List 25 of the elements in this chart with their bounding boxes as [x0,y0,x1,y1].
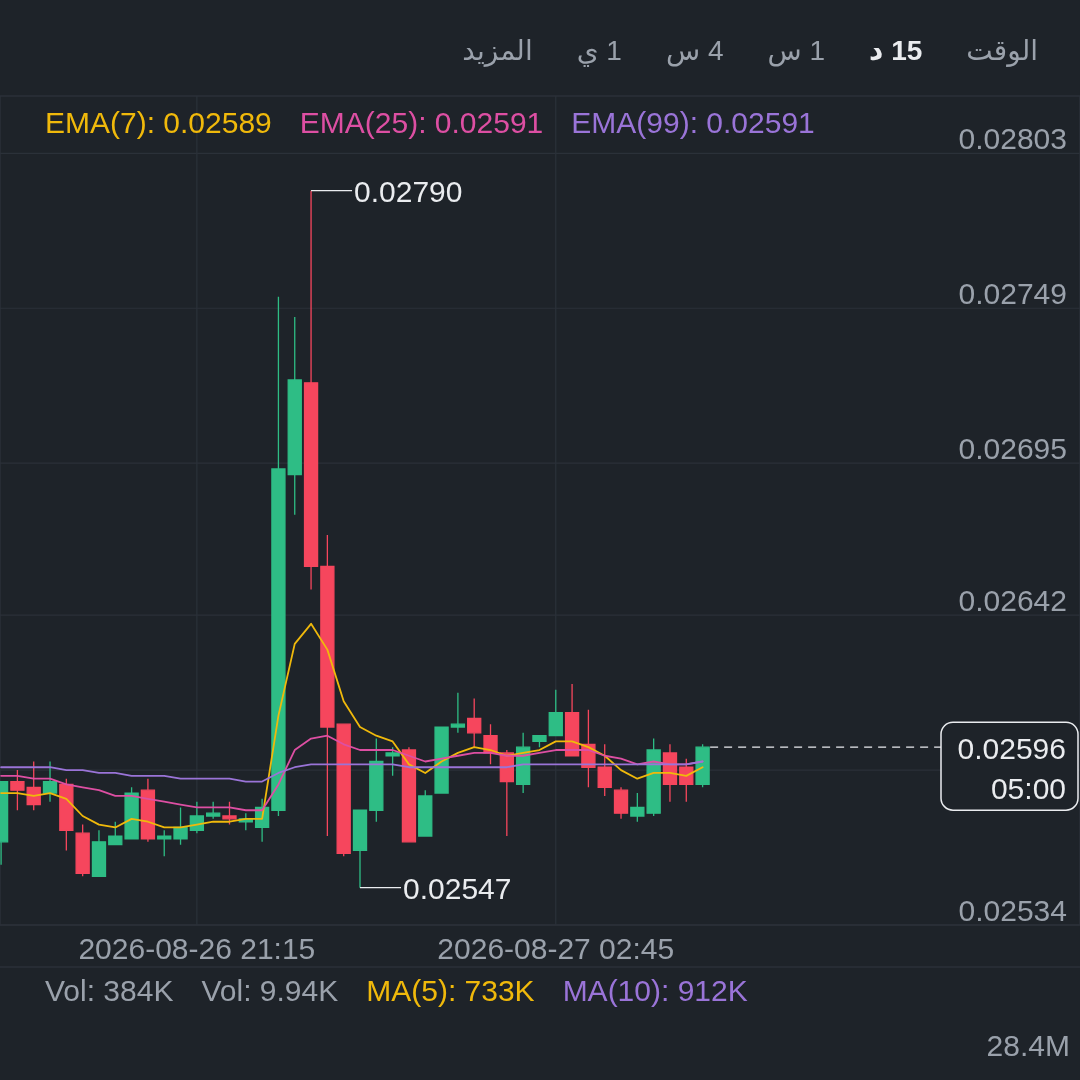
legend-label: Vol: 9.94K [201,974,339,1007]
y-tick-label: 0.02534 [958,894,1067,927]
y-tick-label: 0.02803 [958,122,1067,156]
text: 4 س [665,34,724,67]
y-tick-label: 0.02695 [958,432,1067,466]
annotation: 05:00 [990,772,1066,806]
x-tick-label: 2026-08-27 02:45 [437,932,675,965]
text: EMA(25): 0.02591 [299,106,544,139]
text: EMA(7): 0.02589 [45,106,272,139]
annotation: 0.02547 [403,871,512,905]
y-tick-label: 0.02749 [958,277,1067,311]
text: 15 د [869,34,923,67]
legend-label: MA(10): 912K [562,974,748,1007]
x-tick-label: 2026-08-26 21:15 [78,932,316,965]
annotation: 0.02790 [354,174,463,208]
legend-label: Vol: 384K [45,974,174,1007]
text: 1 ي [576,34,622,67]
text: EMA(99): 0.02591 [571,106,815,139]
legend-label: MA(5): 733K [366,974,535,1007]
y-tick-label: 0.02642 [958,584,1067,618]
text: 28.4M [986,1029,1070,1062]
text: المزيد [462,34,533,67]
ref-line-label: 0.02596 [957,732,1066,766]
text: 1 س [767,34,826,67]
text: الوقت [966,34,1038,67]
